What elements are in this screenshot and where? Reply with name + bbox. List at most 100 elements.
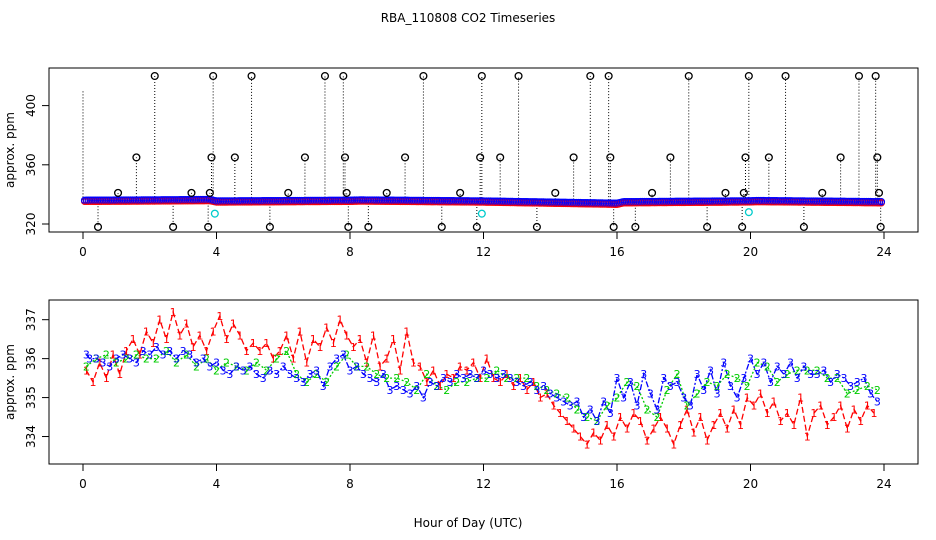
spike-point	[569, 153, 578, 162]
series-point-3: 3	[647, 388, 654, 401]
series-point-1: 1	[123, 345, 130, 358]
series-point-3: 3	[680, 392, 687, 405]
series-point-3: 3	[126, 353, 133, 366]
series-point-3: 3	[93, 353, 100, 366]
spike-point	[207, 153, 216, 162]
spike-point	[871, 71, 880, 81]
series-point-3: 3	[674, 376, 681, 389]
series-point-1: 1	[170, 306, 177, 319]
x-tick-label: 4	[213, 477, 221, 491]
series-point-2: 2	[674, 368, 681, 381]
spike-point	[113, 188, 123, 197]
series-point-1: 1	[156, 314, 163, 327]
spike-point	[344, 222, 353, 232]
series-point-1: 1	[510, 380, 517, 393]
series-point-1: 1	[103, 372, 110, 385]
top-data	[80, 71, 886, 232]
series-point-1: 1	[216, 310, 223, 323]
spike-point	[382, 188, 391, 197]
series-point-2: 2	[283, 345, 290, 358]
series-point-3: 3	[794, 372, 801, 385]
series-point-2: 2	[583, 411, 590, 424]
series-point-1: 1	[377, 360, 384, 373]
top-panel: 0 4 8 12 16 20 24 320 360 400 approx. ppm	[3, 67, 919, 259]
series-point-1: 1	[303, 357, 310, 370]
series-point-3: 3	[347, 364, 354, 377]
series-point-3: 3	[660, 372, 667, 385]
series-line-3	[85, 345, 878, 423]
series-point-3: 3	[413, 380, 420, 393]
series-point-2: 2	[423, 368, 430, 381]
series-point-3: 3	[113, 353, 120, 366]
series-point-1: 1	[256, 345, 263, 358]
spike-point	[781, 71, 790, 81]
spike-point	[472, 222, 481, 232]
series-point-2: 2	[654, 411, 661, 424]
series-point-1: 1	[450, 372, 457, 385]
series-point-3: 3	[734, 392, 741, 405]
series-point-3: 3	[627, 376, 634, 389]
x-tick-label: 12	[476, 477, 491, 491]
series-point-1: 1	[430, 364, 437, 377]
series-point-3: 3	[720, 357, 727, 370]
series-point-3: 3	[740, 372, 747, 385]
spike-point	[703, 222, 712, 232]
series-point-2: 2	[253, 357, 260, 370]
series-point-3: 3	[160, 349, 167, 362]
series-point-3: 3	[667, 380, 674, 393]
series-point-1: 1	[557, 407, 564, 420]
x-tick-label: 12	[476, 245, 491, 259]
series-point-1: 1	[343, 329, 350, 342]
series-point-3: 3	[480, 364, 487, 377]
y-tick-label: 337	[24, 308, 38, 331]
series-point-3: 3	[360, 368, 367, 381]
series-point-1: 1	[850, 403, 857, 416]
series-point-1: 1	[550, 399, 557, 412]
series-point-1: 1	[697, 411, 704, 424]
series-point-3: 3	[333, 353, 340, 366]
series-point-3: 3	[246, 360, 253, 373]
series-point-2: 2	[113, 357, 120, 370]
series-point-1: 1	[250, 337, 257, 350]
series-point-1: 1	[190, 341, 197, 354]
spike-point	[496, 153, 505, 162]
spike-point	[606, 153, 615, 162]
series-point-1: 1	[710, 419, 717, 432]
series-point-1: 1	[597, 434, 604, 447]
series-point-3: 3	[854, 376, 861, 389]
series-point-1: 1	[183, 318, 190, 331]
series-point-2: 2	[734, 372, 741, 385]
series-point-2: 2	[844, 388, 851, 401]
series-point-1: 1	[610, 431, 617, 444]
series-point-3: 3	[774, 360, 781, 373]
series-point-3: 3	[707, 364, 714, 377]
spike-point	[477, 71, 486, 81]
spike-point	[666, 153, 675, 162]
series-point-3: 3	[780, 368, 787, 381]
series-point-3: 3	[687, 399, 694, 412]
series-point-3: 3	[193, 357, 200, 370]
series-point-2: 2	[543, 384, 550, 397]
series-point-1: 1	[810, 407, 817, 420]
series-point-3: 3	[500, 368, 507, 381]
series-point-2: 2	[103, 349, 110, 362]
series-point-3: 3	[153, 341, 160, 354]
series-point-3: 3	[213, 357, 220, 370]
spike-point	[265, 222, 274, 232]
series-point-2: 2	[794, 364, 801, 377]
series-point-2: 2	[383, 372, 390, 385]
series-point-3: 3	[747, 353, 754, 366]
series-point-1: 1	[243, 345, 250, 358]
series-point-1: 1	[130, 333, 137, 346]
series-point-2: 2	[493, 364, 500, 377]
series-point-1: 1	[717, 407, 724, 420]
series-point-2: 2	[213, 364, 220, 377]
series-point-3: 3	[200, 353, 207, 366]
series-point-1: 1	[477, 372, 484, 385]
series-point-3: 3	[487, 368, 494, 381]
series-point-2: 2	[694, 388, 701, 401]
series-point-1: 1	[830, 411, 837, 424]
y-tick-label: 360	[24, 153, 38, 176]
series-point-2: 2	[573, 403, 580, 416]
